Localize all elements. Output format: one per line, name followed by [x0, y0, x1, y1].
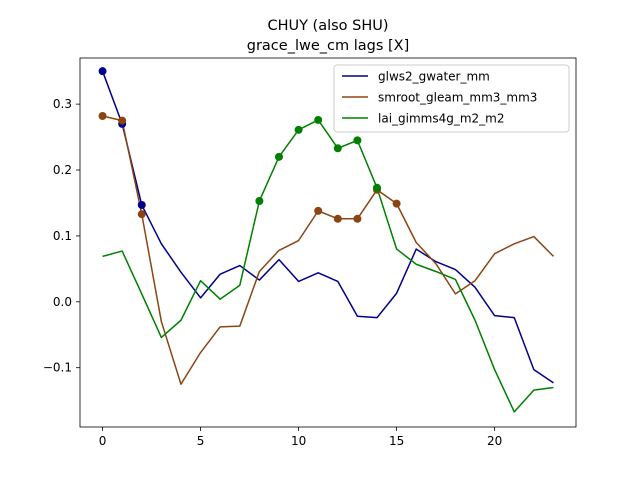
series-marker-smroot_gleam_mm3_mm3-0	[98, 111, 107, 120]
series-marker-smroot_gleam_mm3_mm3-2	[137, 210, 146, 219]
legend-label-smroot_gleam_mm3_mm3: smroot_gleam_mm3_mm3	[378, 91, 537, 105]
y-tick-label-1: 0.0	[53, 295, 72, 309]
series-line-lai_gimms4g_m2_m2	[102, 119, 554, 413]
chart-title: CHUY (also SHU)	[267, 18, 388, 34]
plot-area: 0 5 10 15 20 −0.1 0.0 0.1 0.2 0.3	[43, 57, 577, 448]
legend: glws2_gwater_mm smroot_gleam_mm3_mm3 lai_g…	[333, 64, 570, 133]
series-marker-smroot_gleam_mm3_mm3-13	[353, 214, 362, 223]
series-marker-lai_gimms4g_m2_m2-11	[314, 115, 323, 124]
x-tick-label-10: 10	[291, 434, 306, 448]
y-tick-label-0: −0.1	[43, 361, 72, 375]
legend-label-glws2_gwater_mm: glws2_gwater_mm	[378, 70, 490, 84]
legend-box	[333, 64, 570, 133]
series-marker-lai_gimms4g_m2_m2-8	[255, 196, 264, 205]
series-line-glws2_gwater_mm	[101, 70, 554, 384]
y-tick-label-4: 0.3	[53, 97, 72, 111]
series-marker-smroot_gleam_mm3_mm3-1	[118, 116, 127, 125]
axes-frame	[79, 57, 577, 428]
series-marker-smroot_gleam_mm3_mm3-15	[392, 199, 401, 208]
series-marker-lai_gimms4g_m2_m2-14	[373, 183, 382, 192]
series-marker-lai_gimms4g_m2_m2-12	[333, 144, 342, 153]
series-marker-smroot_gleam_mm3_mm3-12	[333, 214, 342, 223]
series-line-smroot_gleam_mm3_mm3	[102, 115, 554, 385]
series-marker-lai_gimms4g_m2_m2-13	[353, 136, 362, 145]
series-marker-lai_gimms4g_m2_m2-10	[294, 125, 303, 134]
chart-subtitle: grace_lwe_cm lags [X]	[247, 38, 410, 54]
y-tick-label-2: 0.1	[53, 229, 72, 243]
x-tick-label-20: 20	[487, 434, 502, 448]
series-marker-glws2_gwater_mm-2	[137, 200, 146, 209]
x-tick-label-15: 15	[389, 434, 404, 448]
x-tick-label-0: 0	[99, 434, 107, 448]
y-tick-label-3: 0.2	[53, 163, 72, 177]
series-marker-glws2_gwater_mm-0	[98, 67, 107, 76]
series-marker-smroot_gleam_mm3_mm3-11	[314, 206, 323, 215]
x-tick-label-5: 5	[197, 434, 205, 448]
series-marker-lai_gimms4g_m2_m2-9	[274, 152, 283, 161]
legend-label-lai_gimms4g_m2_m2: lai_gimms4g_m2_m2	[378, 112, 505, 126]
